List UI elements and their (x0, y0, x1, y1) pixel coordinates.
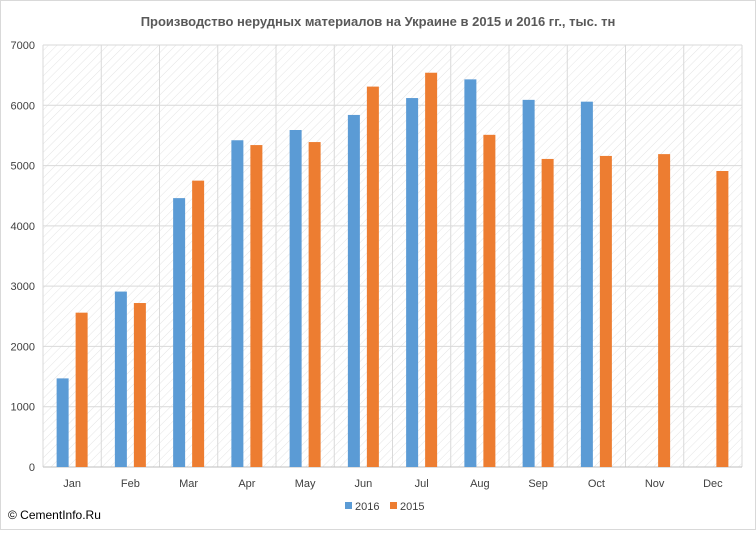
y-tick-label: 0 (29, 462, 35, 474)
bar-2016-Jan (56, 378, 69, 467)
x-tick-label: Nov (645, 478, 665, 490)
y-tick-label: 2000 (11, 341, 35, 353)
bar-2015-Jan (75, 312, 88, 467)
bar-2016-May (289, 130, 302, 467)
x-tick-label: Jan (63, 478, 81, 490)
x-tick-label: Jun (355, 478, 373, 490)
legend-label: 2015 (400, 501, 424, 513)
x-tick-label: Feb (121, 478, 140, 490)
y-tick-label: 5000 (11, 161, 35, 173)
bar-2015-Nov (658, 154, 671, 468)
bar-2015-Feb (133, 303, 146, 467)
gridlines (42, 44, 743, 468)
y-tick-label: 3000 (11, 281, 35, 293)
x-tick-label: May (295, 478, 316, 490)
bar-2015-Dec (716, 170, 729, 468)
legend-label: 2016 (355, 501, 379, 513)
bar-2016-Feb (114, 291, 127, 467)
bar-2016-Sep (522, 99, 535, 468)
bar-2015-Sep (541, 158, 554, 467)
x-tick-label: Oct (588, 478, 605, 490)
bar-2015-Oct (599, 155, 612, 467)
x-tick-label: Jul (415, 478, 429, 490)
x-tick-label: Aug (470, 478, 490, 490)
x-tick-label: Apr (238, 478, 255, 490)
y-tick-label: 1000 (11, 402, 35, 414)
legend: 2016 2015 (345, 501, 424, 513)
bar-2015-Jul (425, 72, 438, 467)
watermark-text: © CementInfo.Ru (8, 508, 101, 522)
bar-2016-Apr (231, 140, 244, 467)
y-tick-label: 6000 (11, 100, 35, 112)
bar-2015-Aug (483, 134, 496, 467)
y-tick-label: 4000 (11, 221, 35, 233)
legend-swatch-2015 (390, 502, 397, 509)
x-tick-label: Sep (528, 478, 548, 490)
y-tick-label: 7000 (11, 40, 35, 52)
bar-2015-Mar (192, 180, 205, 467)
bars (56, 72, 729, 468)
chart-title: Производство нерудных материалов на Укра… (141, 14, 616, 29)
bar-2016-Jun (347, 114, 360, 467)
bar-2015-Jun (366, 86, 379, 468)
bar-2015-May (308, 142, 321, 467)
bar-2016-Mar (173, 198, 186, 467)
bar-2016-Aug (464, 79, 477, 467)
x-tick-label: Dec (703, 478, 723, 490)
x-tick-label: Mar (179, 478, 198, 490)
legend-swatch-2016 (345, 502, 352, 509)
y-axis-ticks: 0 1000 2000 3000 4000 5000 6000 7000 (11, 40, 35, 474)
bar-2016-Oct (580, 101, 593, 467)
bar-2015-Apr (250, 145, 263, 467)
bar-2016-Jul (406, 98, 419, 468)
x-axis-ticks: Jan Feb Mar Apr May Jun Jul Aug Sep Oct Nov Dec (63, 478, 723, 490)
